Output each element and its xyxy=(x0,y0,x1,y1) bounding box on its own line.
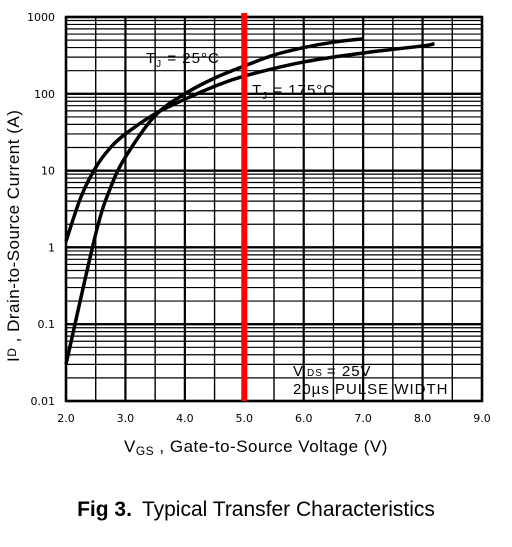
series-label-tj-25: TJ = 25°C xyxy=(146,50,220,70)
series-label-tj-175: TJ = 175°C xyxy=(252,82,335,102)
vds-annotation: V DS = 25V xyxy=(293,363,372,380)
y-axis-title: ID , Drain-to-Source Current (A) xyxy=(4,110,23,362)
y-tick-label: 0.01 xyxy=(31,395,56,408)
y-tick-label: 10 xyxy=(41,165,55,178)
series-lines xyxy=(64,37,435,365)
x-axis-title: VGS , Gate-to-Source Voltage (V) xyxy=(124,437,388,458)
figure-number: Fig 3. xyxy=(77,498,132,521)
x-tick-label: 4.0 xyxy=(176,412,194,425)
figure-caption: Fig 3. Typical Transfer Characteristics xyxy=(0,498,512,522)
series-line-tj-175 xyxy=(64,41,435,242)
y-tick-label: 100 xyxy=(34,88,55,101)
x-tick-label: 6.0 xyxy=(295,412,313,425)
x-tick-label: 8.0 xyxy=(414,412,432,425)
x-tick-label: 2.0 xyxy=(57,412,75,425)
figure-title: Typical Transfer Characteristics xyxy=(141,498,435,521)
series-line-tj-25 xyxy=(64,37,364,365)
y-tick-label: 1 xyxy=(48,241,55,254)
x-tick-label: 7.0 xyxy=(354,412,372,425)
pulse-width-annotation: 20µs PULSE WIDTH xyxy=(293,381,449,398)
y-tick-label: 1000 xyxy=(27,11,55,24)
y-tick-label: 0.1 xyxy=(38,318,56,331)
x-tick-label: 5.0 xyxy=(236,412,254,425)
x-tick-label: 9.0 xyxy=(473,412,491,425)
axis-ticks: 2.0 3.0 4.0 5.0 6.0 7.0 8.0 9.0 0.01 0.1 1 10 100 100… xyxy=(27,11,491,425)
x-tick-label: 3.0 xyxy=(117,412,135,425)
chart-grid xyxy=(64,15,484,403)
